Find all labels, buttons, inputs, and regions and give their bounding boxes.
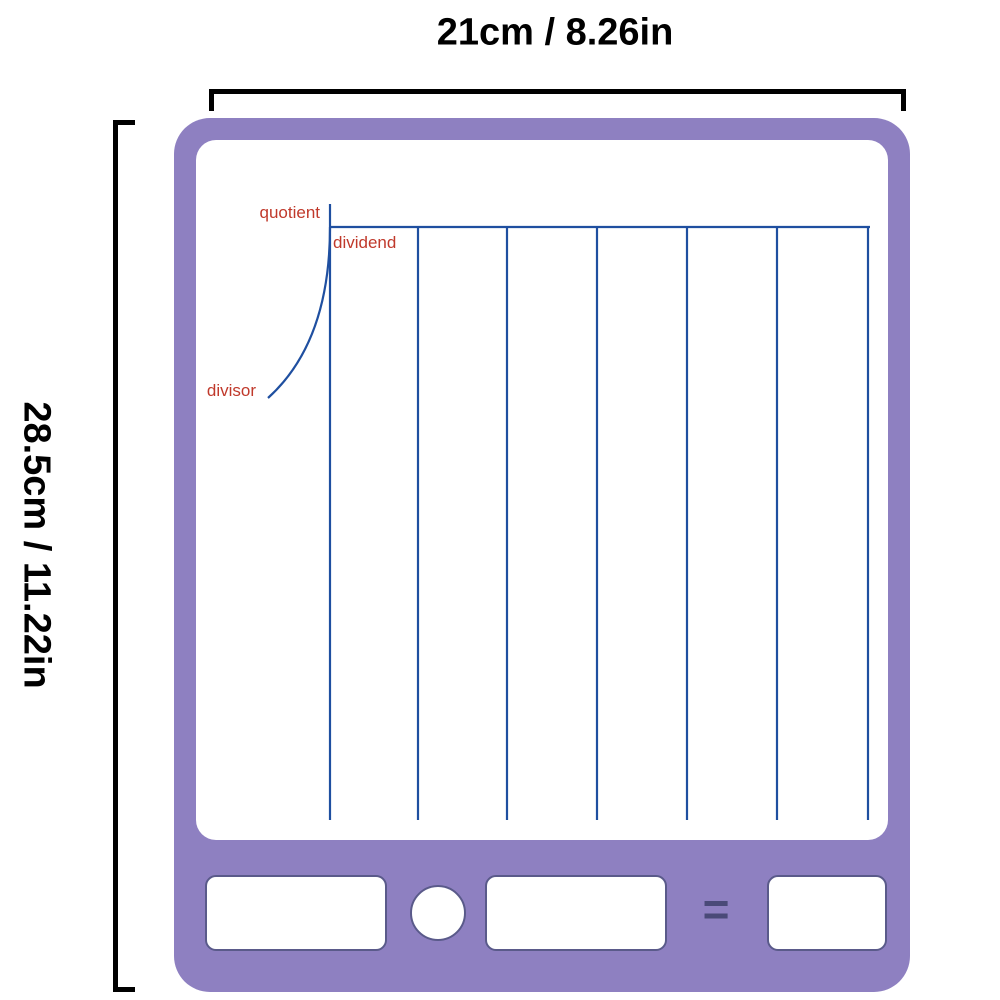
dividend-label: dividend <box>333 233 396 252</box>
divisor-label: divisor <box>207 381 256 400</box>
quotient-slot[interactable] <box>768 876 886 950</box>
divisor-slot[interactable] <box>486 876 666 950</box>
equals-symbol: = <box>703 883 730 935</box>
dividend-slot[interactable] <box>206 876 386 950</box>
main-panel <box>196 140 888 840</box>
division-board: = quotient dividend divisor <box>0 0 1000 1000</box>
divide-symbol-circle <box>411 886 465 940</box>
quotient-label: quotient <box>260 203 321 222</box>
